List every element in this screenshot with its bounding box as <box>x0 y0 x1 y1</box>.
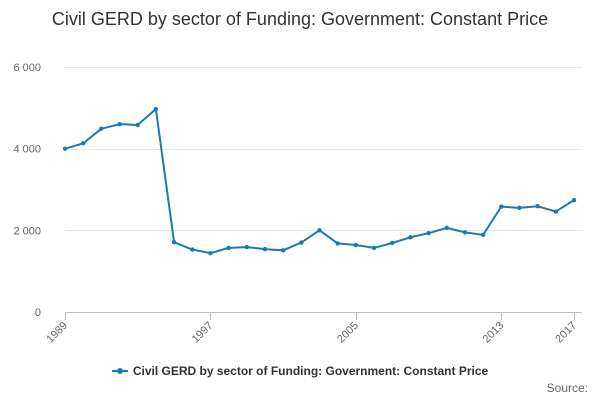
data-point[interactable] <box>371 245 377 251</box>
chart-title: Civil GERD by sector of Funding: Governm… <box>51 9 549 29</box>
data-point[interactable] <box>80 141 86 146</box>
source-label[interactable]: Source: <box>546 381 588 395</box>
data-point[interactable] <box>280 248 286 253</box>
legend[interactable]: Civil GERD by sector of Funding: Governm… <box>0 364 600 378</box>
data-point[interactable] <box>262 246 268 252</box>
y-tick-label: 4 000 <box>13 144 41 156</box>
legend-label: Civil GERD by sector of Funding: Governm… <box>132 364 489 378</box>
grid-lines <box>65 67 582 231</box>
data-point[interactable] <box>353 242 359 248</box>
data-point[interactable] <box>244 244 249 250</box>
y-tick-label: 2 000 <box>13 225 41 237</box>
legend-line-marker-icon <box>111 366 128 376</box>
data-point[interactable] <box>117 121 122 127</box>
data-point[interactable] <box>535 204 540 209</box>
data-point[interactable] <box>571 197 577 203</box>
data-point[interactable] <box>390 240 395 246</box>
y-tick-label: 6 000 <box>13 62 41 74</box>
series-layer <box>62 106 577 256</box>
x-axis <box>65 312 582 320</box>
data-point[interactable] <box>517 205 522 211</box>
data-point[interactable] <box>171 239 177 245</box>
x-tick-label: 1997 <box>190 320 216 346</box>
data-point[interactable] <box>444 225 449 231</box>
data-point[interactable] <box>553 209 559 214</box>
data-point[interactable] <box>99 126 104 131</box>
data-point[interactable] <box>317 228 322 233</box>
x-tick-label: 2005 <box>335 320 361 346</box>
data-point[interactable] <box>62 146 68 151</box>
y-axis-labels: 0 2 000 4 000 6 000 <box>13 62 41 319</box>
data-point[interactable] <box>408 235 413 240</box>
x-tick-label: 2017 <box>553 320 579 346</box>
data-point[interactable] <box>480 232 486 238</box>
y-tick-label: 0 <box>35 307 41 319</box>
data-point[interactable] <box>226 245 231 251</box>
x-tick-label: 1989 <box>44 320 70 346</box>
data-point[interactable] <box>335 241 340 246</box>
x-tick-label: 2013 <box>481 320 507 346</box>
data-point[interactable] <box>462 230 468 235</box>
x-axis-labels: 1989 1997 2005 2013 2017 <box>44 320 579 346</box>
data-point[interactable] <box>499 204 504 209</box>
data-point[interactable] <box>190 247 195 252</box>
data-point[interactable] <box>208 251 213 256</box>
data-point[interactable] <box>299 240 304 245</box>
data-point[interactable] <box>153 106 159 112</box>
data-point[interactable] <box>426 230 431 236</box>
data-point[interactable] <box>135 122 140 128</box>
